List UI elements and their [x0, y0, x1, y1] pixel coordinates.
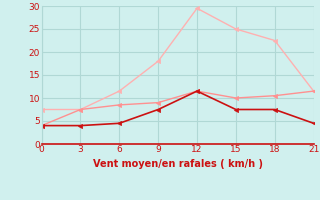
X-axis label: Vent moyen/en rafales ( km/h ): Vent moyen/en rafales ( km/h ) — [92, 159, 263, 169]
